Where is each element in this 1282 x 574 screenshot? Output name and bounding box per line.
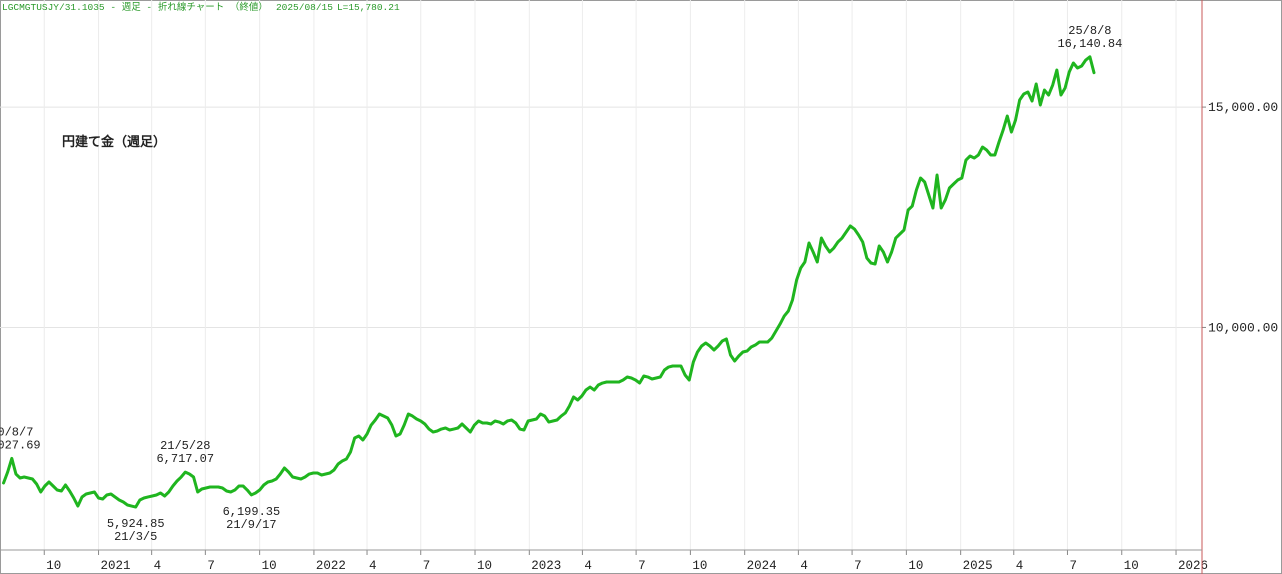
- x-tick-label: 10: [908, 559, 923, 573]
- x-tick-label: 10: [262, 559, 277, 573]
- x-tick-label: 2025: [963, 559, 993, 573]
- x-tick-label: 2024: [747, 559, 777, 573]
- x-tick-label: 7: [854, 559, 862, 573]
- x-tick-label: 7: [207, 559, 215, 573]
- annotation-label: 16,140.84: [1057, 37, 1122, 51]
- x-tick-label: 7: [423, 559, 431, 573]
- annotation-label: 20/8/7: [0, 425, 33, 439]
- x-tick-label: 4: [154, 559, 162, 573]
- x-tick-label: 10: [477, 559, 492, 573]
- x-tick-label: 4: [1016, 559, 1024, 573]
- x-tick-label: 4: [800, 559, 808, 573]
- annotation: 21/5/286,717.07: [156, 439, 214, 466]
- annotation-label: 6,717.07: [156, 452, 214, 466]
- line-series: [2, 55, 1096, 509]
- x-tick-label: 10: [46, 559, 61, 573]
- annotation: 25/8/816,140.84: [1057, 24, 1122, 51]
- x-tick-label: 10: [692, 559, 707, 573]
- legend-entry: 円建て金（週足）: [62, 134, 166, 150]
- y-tick-label: 10,000.00: [1208, 320, 1278, 335]
- annotation: 20/8/77,027.69: [0, 425, 41, 452]
- x-tick-label: 4: [369, 559, 377, 573]
- annotation-label: 21/9/17: [226, 518, 276, 532]
- annotation-label: 6,199.35: [223, 505, 281, 519]
- x-tick-label: 2026: [1178, 559, 1208, 573]
- last-date: 2025/08/15: [276, 2, 333, 13]
- header: LGCMGTUSJY/31.1035 - 週足 - 折れ線チャート （終値） 20…: [2, 1, 400, 13]
- annotation-label: 21/5/28: [160, 439, 210, 453]
- x-tick-label: 7: [638, 559, 646, 573]
- x-tick-label: 4: [584, 559, 592, 573]
- x-tick-label: 2023: [531, 559, 561, 573]
- annotation-label: 7,027.69: [0, 438, 41, 452]
- x-tick-label: 10: [1124, 559, 1139, 573]
- annotation-label: 21/3/5: [114, 530, 157, 544]
- x-tick-label: 2021: [101, 559, 131, 573]
- y-tick-label: 15,000.00: [1208, 100, 1278, 115]
- last-label: L=15,780.21: [337, 2, 400, 13]
- x-tick-label: 7: [1069, 559, 1077, 573]
- annotation-label: 5,924.85: [107, 517, 165, 531]
- annotation-label: 25/8/8: [1068, 24, 1111, 38]
- x-tick-label: 2022: [316, 559, 346, 573]
- chart-title: LGCMGTUSJY/31.1035 - 週足 - 折れ線チャート （終値）: [2, 1, 268, 13]
